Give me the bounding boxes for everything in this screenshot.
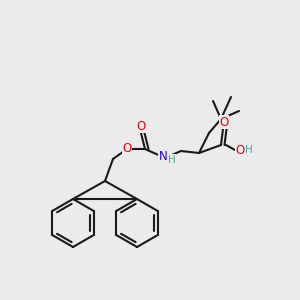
Text: H: H [168, 155, 176, 165]
Text: O: O [236, 143, 244, 157]
Text: O: O [122, 142, 132, 155]
Text: N: N [159, 151, 167, 164]
Text: O: O [219, 116, 229, 128]
Text: O: O [136, 119, 146, 133]
Text: H: H [245, 145, 253, 155]
